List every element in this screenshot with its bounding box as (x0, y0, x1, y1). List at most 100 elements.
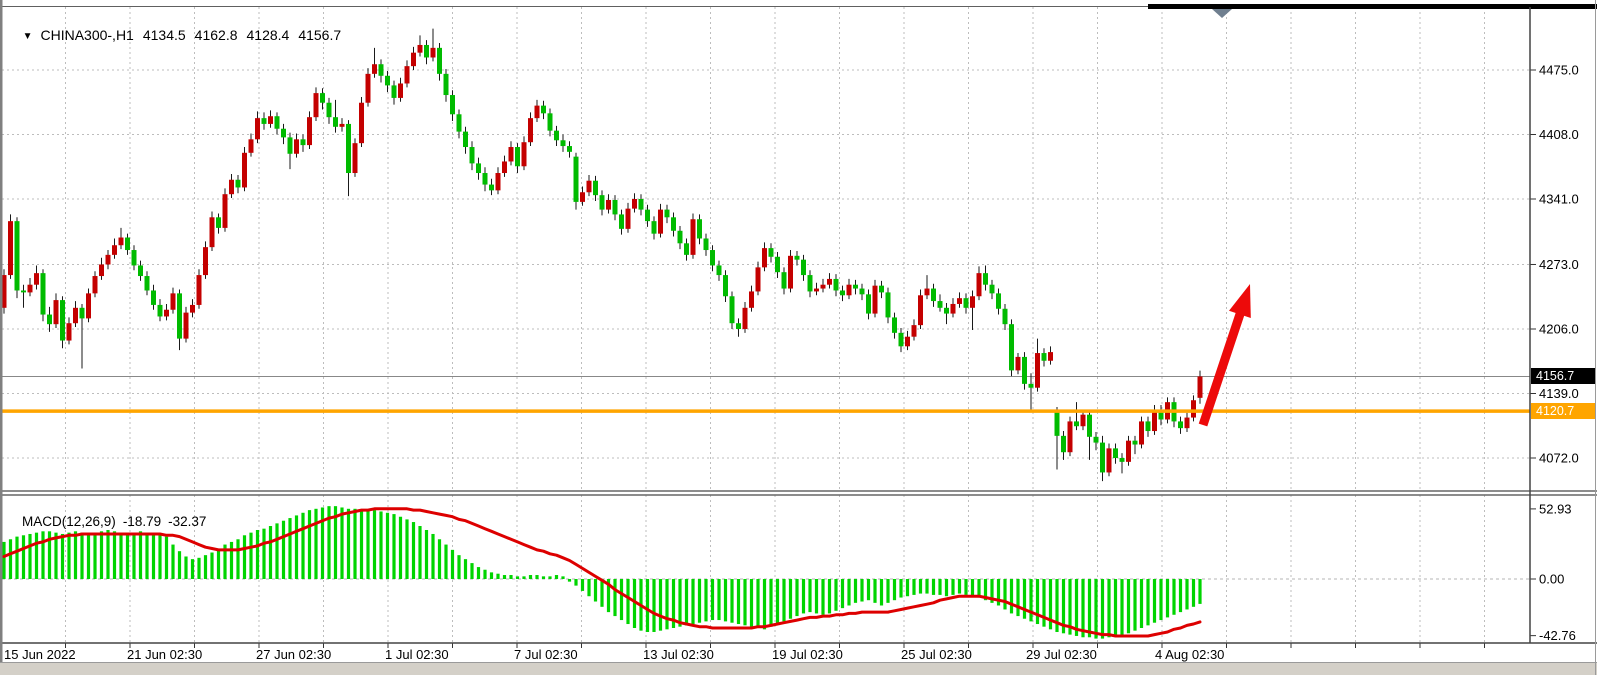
candle-body[interactable] (658, 209, 663, 234)
candle-body[interactable] (547, 113, 553, 131)
candle-body[interactable] (801, 259, 806, 276)
candle-body[interactable] (157, 304, 163, 317)
candle-body[interactable] (248, 139, 254, 153)
candle-body[interactable] (118, 237, 124, 246)
candle-body[interactable] (892, 317, 897, 333)
candle-body[interactable] (27, 284, 33, 293)
candle-body[interactable] (755, 267, 761, 292)
candle-body[interactable] (1087, 414, 1092, 437)
candle-body[interactable] (443, 73, 449, 96)
candle-body[interactable] (859, 288, 865, 295)
candle-body[interactable] (489, 184, 494, 191)
candle-body[interactable] (79, 307, 85, 319)
candle-body[interactable] (131, 250, 137, 266)
candle-body[interactable] (742, 307, 748, 329)
candle-body[interactable] (612, 199, 618, 215)
candle-body[interactable] (125, 237, 130, 251)
candle-body[interactable] (346, 123, 351, 174)
candle-body[interactable] (567, 146, 572, 152)
candle-body[interactable] (378, 64, 384, 76)
candle-body[interactable] (235, 179, 241, 188)
candle-body[interactable] (729, 296, 735, 324)
candle-body[interactable] (1074, 421, 1079, 427)
candle-body[interactable] (840, 290, 845, 296)
candle-body[interactable] (138, 265, 143, 277)
candle-body[interactable] (170, 293, 176, 310)
candle-body[interactable] (1106, 448, 1112, 473)
candle-body[interactable] (1197, 376, 1203, 398)
candle-body[interactable] (216, 217, 221, 228)
candle-body[interactable] (554, 130, 559, 141)
candle-body[interactable] (879, 285, 884, 293)
candle-body[interactable] (749, 291, 754, 308)
candle-body[interactable] (313, 93, 319, 118)
candle-body[interactable] (21, 290, 26, 293)
candle-body[interactable] (508, 147, 514, 162)
candle-body[interactable] (866, 294, 871, 314)
candle-body[interactable] (970, 296, 975, 308)
candle-body[interactable] (1093, 436, 1099, 443)
candle-body[interactable] (580, 192, 585, 202)
candle-body[interactable] (430, 47, 436, 58)
candle-body[interactable] (1009, 324, 1014, 371)
candle-body[interactable] (1028, 383, 1034, 388)
candle-body[interactable] (209, 217, 215, 248)
candle-body[interactable] (710, 250, 715, 266)
chart-shift-marker-icon[interactable] (1212, 9, 1232, 18)
candle-body[interactable] (1061, 435, 1066, 453)
candle-body[interactable] (268, 116, 273, 124)
candle-body[interactable] (1119, 458, 1125, 462)
candle-body[interactable] (177, 293, 182, 339)
bottom-scroll-strip[interactable] (0, 663, 1597, 675)
candle-body[interactable] (924, 288, 930, 296)
candle-body[interactable] (190, 304, 195, 313)
candle-body[interactable] (807, 275, 813, 292)
candle-body[interactable] (794, 255, 800, 260)
candle-body[interactable] (502, 161, 507, 174)
candle-body[interactable] (164, 309, 169, 317)
candle-body[interactable] (1041, 353, 1047, 361)
candle-body[interactable] (417, 44, 423, 53)
candle-body[interactable] (359, 102, 364, 144)
candle-body[interactable] (645, 209, 650, 222)
candle-body[interactable] (242, 152, 247, 188)
candle-body[interactable] (996, 293, 1001, 309)
candle-body[interactable] (255, 118, 260, 140)
candle-body[interactable] (1113, 448, 1118, 458)
candle-body[interactable] (34, 273, 39, 285)
candle-body[interactable] (424, 44, 429, 58)
candle-body[interactable] (456, 114, 462, 132)
candle-body[interactable] (60, 300, 65, 341)
candle-body[interactable] (560, 140, 566, 147)
candle-body[interactable] (229, 179, 234, 195)
candle-body[interactable] (820, 284, 826, 289)
candle-body[interactable] (775, 256, 780, 273)
candle-body[interactable] (846, 284, 852, 296)
candle-body[interactable] (950, 303, 956, 314)
candle-body[interactable] (1100, 442, 1105, 473)
candle-body[interactable] (521, 142, 527, 167)
candle-body[interactable] (450, 95, 455, 115)
candle-body[interactable] (300, 139, 306, 146)
candle-body[interactable] (931, 288, 936, 302)
symbol-dropdown-icon[interactable]: ▼ (22, 31, 33, 42)
candle-body[interactable] (768, 248, 774, 257)
candle-body[interactable] (664, 209, 670, 218)
candle-body[interactable] (872, 285, 878, 314)
candle-body[interactable] (482, 173, 488, 185)
candle-body[interactable] (437, 47, 442, 74)
candle-body[interactable] (1022, 356, 1027, 384)
candle-body[interactable] (287, 137, 293, 154)
candle-body[interactable] (671, 217, 676, 231)
candle-body[interactable] (294, 139, 299, 154)
candle-body[interactable] (1067, 421, 1073, 453)
candle-body[interactable] (391, 85, 397, 98)
candle-body[interactable] (1191, 400, 1196, 418)
candle-body[interactable] (781, 272, 787, 289)
candle-body[interactable] (333, 117, 338, 127)
candle-body[interactable] (112, 245, 117, 255)
candle-body[interactable] (274, 116, 280, 129)
candle-body[interactable] (463, 131, 468, 148)
candle-body[interactable] (1158, 409, 1164, 420)
